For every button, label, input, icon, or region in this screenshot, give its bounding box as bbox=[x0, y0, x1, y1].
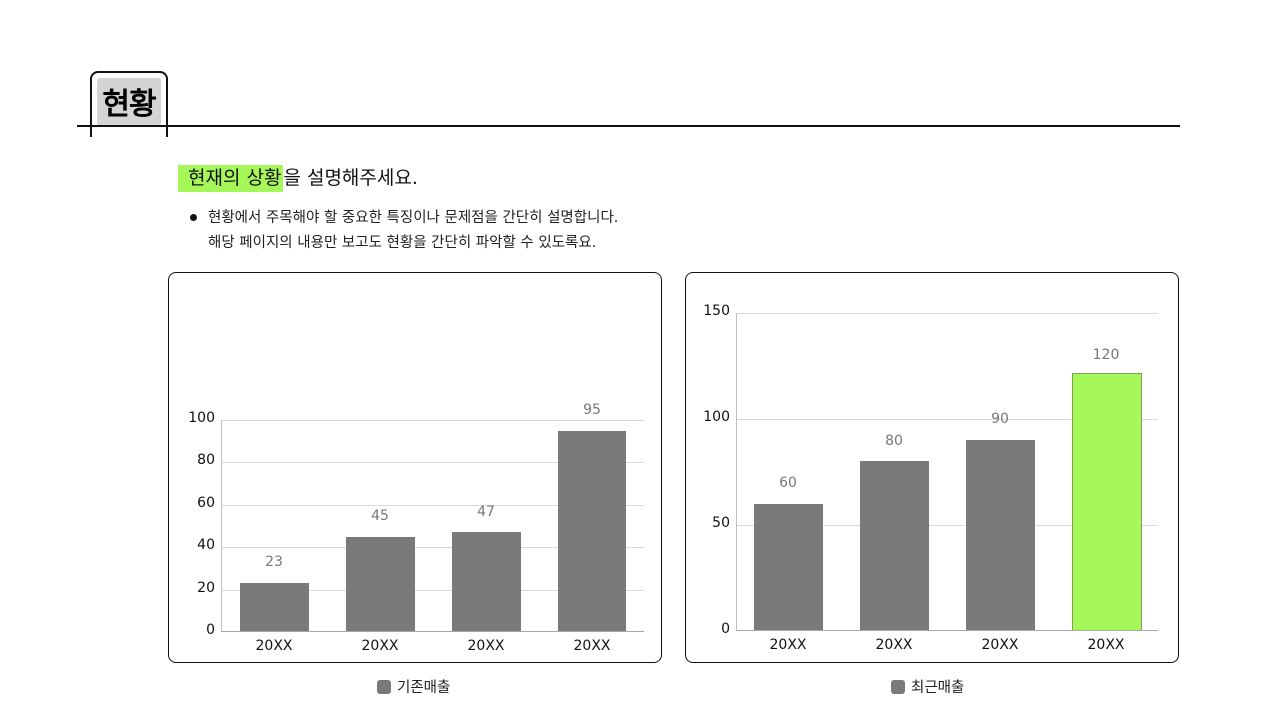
gridline bbox=[736, 313, 1158, 314]
y-tick-label: 100 bbox=[703, 409, 730, 425]
y-tick-label: 40 bbox=[197, 537, 215, 553]
plot-area: 23 45 47 95 0 20 40 60 80 100 20XX 20XX … bbox=[188, 402, 644, 654]
gridline bbox=[221, 547, 644, 548]
y-tick-label: 100 bbox=[188, 410, 215, 426]
section-title: 현황 bbox=[102, 87, 156, 122]
bar bbox=[966, 440, 1035, 631]
x-category-label: 20XX bbox=[769, 637, 807, 653]
chart-existing-sales: 23 45 47 95 0 20 40 60 80 100 20XX 20XX … bbox=[168, 272, 662, 663]
section-tab: 현황 bbox=[90, 71, 168, 137]
bar bbox=[452, 532, 521, 632]
legend-swatch-icon bbox=[377, 679, 391, 694]
bar bbox=[754, 504, 823, 631]
y-axis bbox=[221, 420, 222, 632]
heading-highlight: 현재의 상황 bbox=[178, 165, 284, 192]
bar-value-label: 95 bbox=[583, 402, 601, 418]
x-category-label: 20XX bbox=[573, 638, 611, 654]
y-tick-label: 0 bbox=[721, 621, 730, 637]
bar bbox=[860, 461, 929, 631]
x-axis bbox=[736, 629, 1158, 631]
bar-highlighted bbox=[1072, 373, 1142, 631]
bar bbox=[558, 431, 626, 632]
bar bbox=[346, 537, 415, 632]
bar-value-label: 60 bbox=[779, 475, 797, 491]
x-category-label: 20XX bbox=[467, 638, 505, 654]
bullet-item: 현황에서 주목해야 할 중요한 특징이나 문제점을 간단히 설명합니다. 해당 … bbox=[190, 206, 618, 256]
x-category-label: 20XX bbox=[1087, 637, 1125, 653]
bar bbox=[240, 583, 309, 632]
y-tick-label: 80 bbox=[197, 452, 215, 468]
x-category-label: 20XX bbox=[255, 638, 293, 654]
y-tick-label: 60 bbox=[197, 495, 215, 511]
gridline bbox=[221, 462, 644, 463]
y-tick-label: 50 bbox=[712, 515, 730, 531]
page-heading: 현재의 상황 을 설명해주세요. bbox=[178, 163, 418, 192]
legend-recent-sales: 최근매출 bbox=[891, 676, 964, 697]
y-axis bbox=[736, 313, 737, 631]
bar-value-label: 45 bbox=[371, 508, 389, 524]
section-tab-background bbox=[97, 78, 161, 126]
chart-recent-sales: 60 80 90 120 0 50 100 150 20XX 20XX 20XX… bbox=[685, 272, 1179, 663]
bar-value-label: 120 bbox=[1092, 347, 1120, 363]
bar-value-label: 90 bbox=[991, 411, 1009, 427]
bar-value-label: 47 bbox=[477, 504, 495, 520]
x-category-label: 20XX bbox=[875, 637, 913, 653]
gridline bbox=[221, 505, 644, 506]
y-tick-label: 150 bbox=[703, 303, 730, 319]
bullet-line-2: 해당 페이지의 내용만 보고도 현황을 간단히 파악할 수 있도록요. bbox=[208, 235, 597, 251]
gridline bbox=[736, 525, 1158, 526]
y-tick-label: 0 bbox=[206, 622, 215, 638]
header-divider bbox=[77, 125, 1180, 127]
bullet-line-1: 현황에서 주목해야 할 중요한 특징이나 문제점을 간단히 설명합니다. bbox=[208, 210, 619, 226]
x-axis bbox=[221, 630, 644, 632]
gridline bbox=[221, 590, 644, 591]
plot-area: 60 80 90 120 0 50 100 150 20XX 20XX 20XX… bbox=[703, 303, 1158, 653]
x-category-label: 20XX bbox=[361, 638, 399, 654]
gridline bbox=[736, 419, 1158, 420]
heading-rest: 을 설명해주세요. bbox=[283, 167, 418, 189]
bar-value-label: 23 bbox=[265, 554, 283, 570]
legend-label: 최근매출 bbox=[911, 680, 965, 696]
legend-swatch-icon bbox=[891, 679, 905, 694]
legend-existing-sales: 기존매출 bbox=[377, 676, 450, 697]
x-category-label: 20XX bbox=[981, 637, 1019, 653]
legend-label: 기존매출 bbox=[397, 680, 451, 696]
gridline bbox=[221, 420, 644, 421]
y-tick-label: 20 bbox=[197, 580, 215, 596]
bullet-dot-icon bbox=[190, 214, 197, 221]
bar-value-label: 80 bbox=[885, 433, 903, 449]
